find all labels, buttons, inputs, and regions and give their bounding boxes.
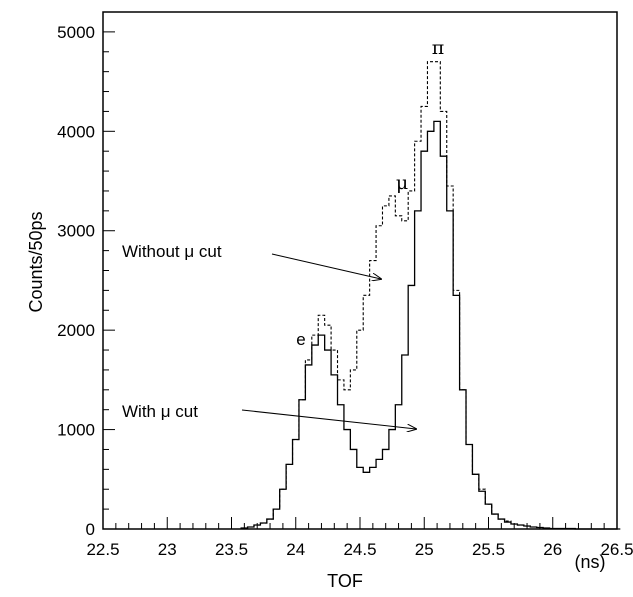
ticks-layer: 22.5 23 23.5 24 24.5 25 25.5 26 26.5 0 1000 2000 300…: [57, 23, 633, 559]
y-tick-label: 5000: [57, 23, 95, 42]
peak-label-pi: π: [432, 37, 445, 59]
y-tick-label: 0: [86, 520, 95, 539]
arrow-with-mu-cut: [241, 409, 416, 429]
series-line-with-mu-cut: [240, 120, 621, 530]
x-tick-label: 23.5: [215, 540, 248, 559]
x-tick-label: 23: [158, 540, 177, 559]
plot-frame: [102, 11, 618, 530]
peak-label-e: e: [296, 330, 305, 349]
annotation-with-mu-cut: With μ cut: [122, 402, 198, 421]
y-tick-label: 1000: [57, 421, 95, 440]
x-tick-label: 26: [543, 540, 562, 559]
x-tick-label: 24: [286, 540, 305, 559]
x-tick-label: 25.5: [472, 540, 505, 559]
x-tick-label: 26.5: [600, 540, 633, 559]
x-tick-label: 24.5: [343, 540, 376, 559]
series-layer: [240, 61, 621, 530]
peak-label-mu: μ: [396, 172, 408, 194]
x-axis-unit: (ns): [575, 552, 606, 572]
x-tick-label: 25: [415, 540, 434, 559]
x-axis-title: TOF: [327, 571, 363, 591]
annotation-without-mu-cut: Without μ cut: [122, 242, 222, 261]
y-tick-label: 2000: [57, 321, 95, 340]
arrow-without-mu-cut: [271, 253, 381, 279]
y-axis-title: Counts/50ps: [26, 211, 46, 312]
y-tick-label: 4000: [57, 122, 95, 141]
y-tick-label: 3000: [57, 222, 95, 241]
x-tick-label: 22.5: [86, 540, 119, 559]
